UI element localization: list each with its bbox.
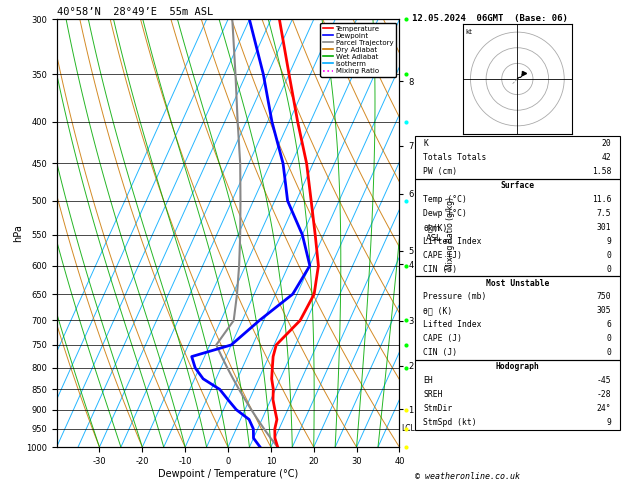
Y-axis label: km
ASL: km ASL — [425, 224, 441, 243]
Text: LCL: LCL — [401, 424, 415, 434]
Text: 9: 9 — [606, 418, 611, 427]
Text: 7.5: 7.5 — [597, 209, 611, 218]
Text: CAPE (J): CAPE (J) — [423, 334, 462, 343]
Text: kt: kt — [466, 29, 472, 35]
Text: 11.6: 11.6 — [592, 195, 611, 204]
X-axis label: Dewpoint / Temperature (°C): Dewpoint / Temperature (°C) — [158, 469, 298, 479]
Text: 301: 301 — [597, 223, 611, 232]
Text: Most Unstable: Most Unstable — [486, 278, 549, 288]
Text: 0: 0 — [606, 334, 611, 343]
Y-axis label: hPa: hPa — [13, 225, 23, 242]
Text: -45: -45 — [597, 376, 611, 385]
Text: 0: 0 — [606, 264, 611, 274]
Text: © weatheronline.co.uk: © weatheronline.co.uk — [415, 472, 520, 481]
Text: Lifted Index: Lifted Index — [423, 320, 482, 330]
Text: StmSpd (kt): StmSpd (kt) — [423, 418, 477, 427]
Text: Surface: Surface — [500, 181, 535, 191]
Text: 40°58’N  28°49’E  55m ASL: 40°58’N 28°49’E 55m ASL — [57, 7, 213, 17]
Text: Dewp (°C): Dewp (°C) — [423, 209, 467, 218]
Text: 20: 20 — [601, 139, 611, 148]
Text: SREH: SREH — [423, 390, 443, 399]
Text: Totals Totals: Totals Totals — [423, 153, 487, 162]
Text: 750: 750 — [597, 293, 611, 301]
Text: -28: -28 — [597, 390, 611, 399]
Text: 9: 9 — [606, 237, 611, 246]
Text: PW (cm): PW (cm) — [423, 167, 457, 176]
Text: 305: 305 — [597, 306, 611, 315]
Text: Lifted Index: Lifted Index — [423, 237, 482, 246]
Text: CIN (J): CIN (J) — [423, 348, 457, 357]
Text: 12.05.2024  06GMT  (Base: 06): 12.05.2024 06GMT (Base: 06) — [412, 14, 568, 23]
Text: Mixing Ratio (g/kg): Mixing Ratio (g/kg) — [447, 197, 455, 270]
Text: CIN (J): CIN (J) — [423, 264, 457, 274]
Text: θᴇ (K): θᴇ (K) — [423, 306, 453, 315]
Text: 1.58: 1.58 — [592, 167, 611, 176]
Text: 42: 42 — [601, 153, 611, 162]
Text: 0: 0 — [606, 251, 611, 260]
Text: Temp (°C): Temp (°C) — [423, 195, 467, 204]
Text: 6: 6 — [606, 320, 611, 330]
Text: θᴇ(K): θᴇ(K) — [423, 223, 448, 232]
Text: Pressure (mb): Pressure (mb) — [423, 293, 487, 301]
Text: StmDir: StmDir — [423, 404, 453, 413]
Text: 24°: 24° — [597, 404, 611, 413]
Text: K: K — [423, 139, 428, 148]
Legend: Temperature, Dewpoint, Parcel Trajectory, Dry Adiabat, Wet Adiabat, Isotherm, Mi: Temperature, Dewpoint, Parcel Trajectory… — [320, 23, 396, 77]
Text: EH: EH — [423, 376, 433, 385]
Text: Hodograph: Hodograph — [496, 362, 539, 371]
Text: CAPE (J): CAPE (J) — [423, 251, 462, 260]
Text: 0: 0 — [606, 348, 611, 357]
